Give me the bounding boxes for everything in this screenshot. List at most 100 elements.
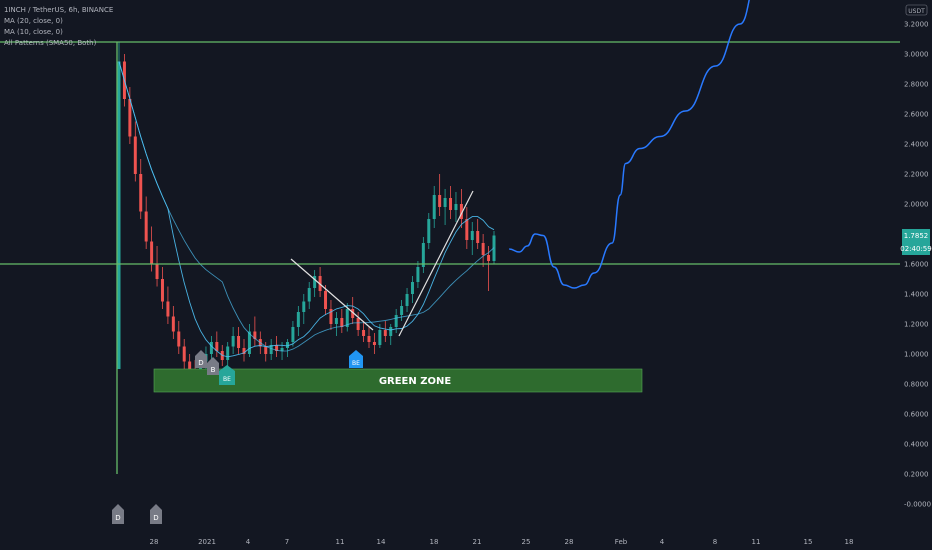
- bar-countdown: 02:40:59: [900, 245, 931, 253]
- indicator-ma20[interactable]: MA (20, close, 0): [4, 17, 63, 25]
- time-axis[interactable]: 28 2021 4 7 11 14 18 21 25 28 Feb 4 8 11 15 18: [150, 538, 854, 546]
- currency-badge-box: [905, 4, 928, 16]
- candle: [416, 261, 420, 288]
- pattern-marker[interactable]: B: [207, 357, 219, 375]
- candle: [269, 339, 273, 360]
- ma-layer: [118, 61, 495, 358]
- indicator-ma10[interactable]: MA (10, close, 0): [4, 28, 63, 36]
- candle: [329, 300, 333, 330]
- indicator-all-patterns[interactable]: All Patterns (SMA50, Both): [4, 39, 97, 47]
- candle: [324, 285, 328, 315]
- y-tick-label: 2.2000: [904, 171, 929, 179]
- y-tick-label: 1.6000: [904, 261, 929, 269]
- y-tick-label: 1.2000: [904, 321, 929, 329]
- x-tick-label: 28: [565, 538, 574, 546]
- x-tick-label: 7: [285, 538, 289, 546]
- candle: [410, 276, 414, 303]
- candle: [449, 186, 453, 219]
- x-tick-label: 25: [522, 538, 531, 546]
- candle: [400, 300, 404, 321]
- y-tick-label: 2.8000: [904, 81, 929, 89]
- candle: [177, 321, 181, 354]
- candle: [313, 270, 317, 297]
- x-tick-label: 21: [473, 538, 482, 546]
- y-tick-label: 0.6000: [904, 411, 929, 419]
- pattern-marker[interactable]: D: [195, 350, 207, 368]
- candle: [182, 339, 186, 369]
- candle: [155, 246, 159, 287]
- y-tick-label: 2.0000: [904, 201, 929, 209]
- candle: [487, 246, 491, 291]
- forecast-curve[interactable]: [509, 0, 758, 289]
- candle: [253, 316, 257, 347]
- currency-badge[interactable]: USDT: [908, 8, 925, 15]
- candle: [128, 87, 132, 144]
- candle: [171, 306, 175, 339]
- candle: [242, 339, 246, 362]
- candle: [476, 219, 480, 249]
- candle: [160, 267, 164, 309]
- candle: [166, 286, 170, 324]
- green-zone[interactable]: [153, 368, 643, 393]
- candle: [432, 186, 436, 228]
- candle: [209, 336, 213, 362]
- candle: [237, 327, 241, 354]
- x-tick-label: 4: [660, 538, 665, 546]
- trendline-ascending[interactable]: [398, 190, 474, 337]
- candle: [454, 192, 458, 222]
- x-tick-label: 4: [246, 538, 251, 546]
- candle: [427, 213, 431, 249]
- candle: [302, 294, 306, 324]
- candle: [443, 189, 447, 225]
- ma-line: [118, 61, 495, 352]
- candle: [405, 288, 409, 312]
- candle: [144, 196, 148, 249]
- pattern-label: BE: [352, 360, 360, 367]
- y-tick-label: 0.4000: [904, 441, 929, 449]
- pattern-label: BE: [223, 376, 231, 383]
- candle: [438, 174, 442, 216]
- y-tick-label: 1.0000: [904, 351, 929, 359]
- candle: [291, 321, 295, 347]
- ma-line: [118, 61, 495, 358]
- candle: [264, 342, 268, 362]
- candle: [372, 333, 376, 354]
- candle: [481, 234, 485, 267]
- candle: [226, 342, 230, 366]
- candle: [296, 306, 300, 336]
- candle: [470, 222, 474, 255]
- pattern-marker[interactable]: D: [112, 504, 124, 524]
- trendline-descending[interactable]: [290, 258, 374, 331]
- symbol-title[interactable]: 1INCH / TetherUS, 6h, BINANCE: [4, 6, 113, 14]
- candle: [117, 42, 121, 369]
- green-zone-label: GREEN ZONE: [379, 376, 452, 387]
- candle: [133, 121, 137, 182]
- candle: [275, 336, 279, 357]
- candle: [362, 321, 366, 342]
- candle: [389, 324, 393, 345]
- y-tick-label: 3.2000: [904, 21, 929, 29]
- y-tick-label: 2.4000: [904, 141, 929, 149]
- y-tick-label: -0.0000: [904, 501, 931, 509]
- x-tick-label: 18: [845, 538, 854, 546]
- candle: [139, 159, 143, 219]
- candle: [421, 237, 425, 273]
- last-price-badge: [902, 229, 930, 255]
- y-tick-label: 2.6000: [904, 111, 929, 119]
- candle: [492, 231, 496, 264]
- y-tick-label: 0.2000: [904, 471, 929, 479]
- x-tick-label: 14: [377, 538, 386, 546]
- x-tick-label: 15: [804, 538, 813, 546]
- candle: [351, 297, 355, 324]
- pattern-marker[interactable]: BE: [349, 350, 363, 368]
- pattern-label: D: [153, 514, 158, 522]
- candle: [356, 312, 360, 336]
- pattern-marker[interactable]: BE: [219, 365, 235, 385]
- pattern-marker[interactable]: D: [150, 504, 162, 524]
- x-tick-label: 11: [336, 538, 345, 546]
- candle: [307, 282, 311, 309]
- candle: [340, 309, 344, 333]
